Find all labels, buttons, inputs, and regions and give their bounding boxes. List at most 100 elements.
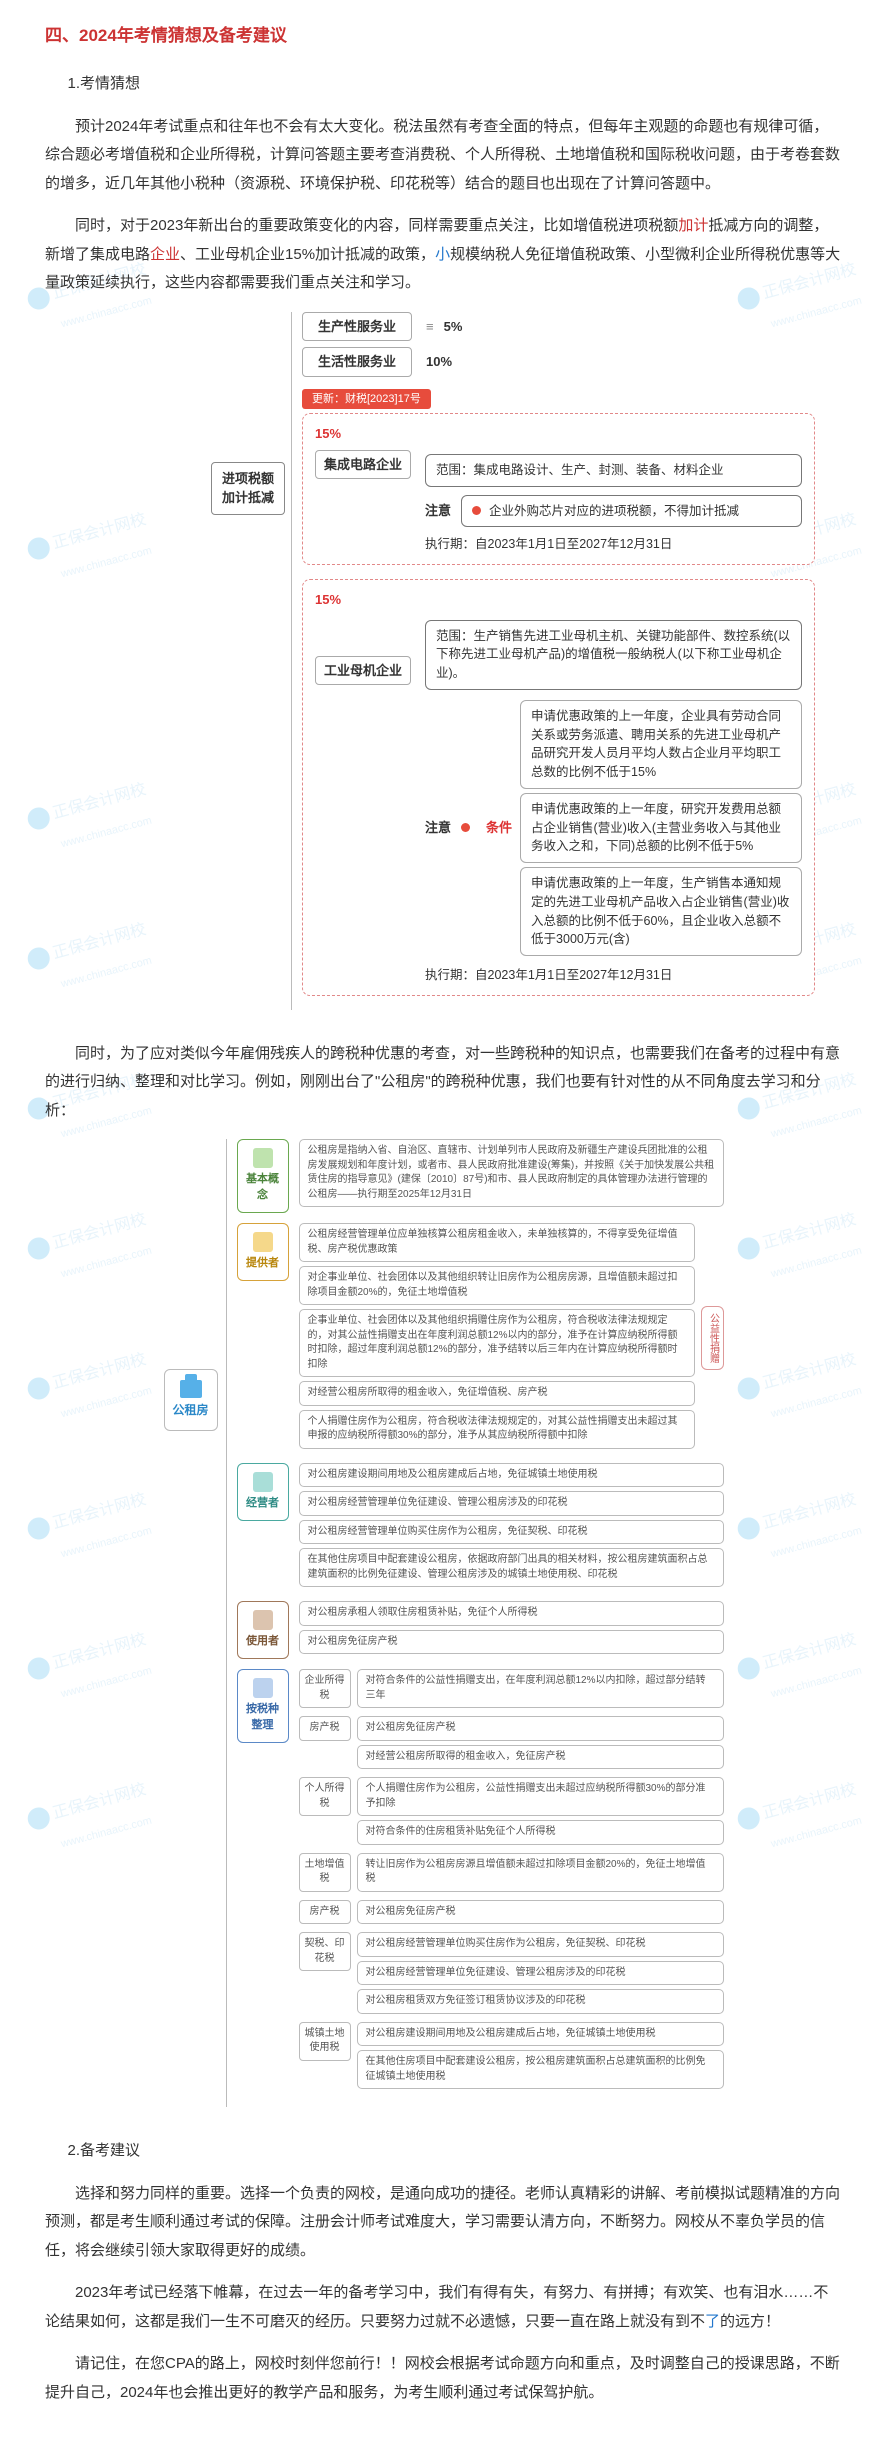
d2-box: 对公租房经营管理单位购买住房作为公租房，免征契税、印花税 [357, 1932, 724, 1957]
d2-box: 对公租房经营管理单位免征建设、管理公租房涉及的印花税 [357, 1961, 724, 1986]
d2-box: 对符合条件的住房租赁补贴免征个人所得税 [357, 1820, 724, 1845]
d1-block2-label: 工业母机企业 [315, 656, 411, 686]
d2-sub-body: 对公租房免征房产税 [357, 1900, 724, 1929]
d2-sub-label: 房产税 [299, 1716, 351, 1741]
d2-box: 企事业单位、社会团体以及其他组织捐赠住房作为公租房，符合税收法律法规规定的，对其… [299, 1309, 696, 1377]
d2-branch-label: 基本概念 [237, 1139, 289, 1213]
d1-block2-note-label: 注意 [425, 818, 451, 838]
d2-sub-label: 个人所得税 [299, 1777, 351, 1816]
d2-box: 对公租房承租人领取住房租赁补贴，免征个人所得税 [299, 1601, 724, 1626]
d2-sub: 城镇土地使用税对公租房建设期间用地及公租房建成后占地，免征城镇土地使用税在其他住… [299, 2022, 724, 2094]
d2-sub-label: 契税、印花税 [299, 1932, 351, 1971]
d2-box: 对公租房建设期间用地及公租房建成后占地，免征城镇土地使用税 [299, 1463, 724, 1488]
d1-block1-period: 执行期：自2023年1月1日至2027年12月31日 [425, 535, 802, 554]
d2-sub: 房产税对公租房免征房产税 [299, 1900, 724, 1929]
d2-sub: 个人所得税个人捐赠住房作为公租房，公益性捐赠支出未超过应纳税所得额30%的部分准… [299, 1777, 724, 1849]
branch-icon [253, 1678, 273, 1698]
para2-a: 同时，对于2023年新出台的重要政策变化的内容，同样需要重点关注，比如增值税进项… [75, 217, 678, 234]
para2-hl3: 小 [435, 246, 450, 263]
d1-block2-cond-item: 申请优惠政策的上一年度，生产销售本通知规定的先进工业母机产品收入占企业销售(营业… [520, 867, 802, 956]
d2-sub: 契税、印花税对公租房经营管理单位购买住房作为公租房，免征契税、印花税对公租房经营… [299, 1932, 724, 2018]
d1-block1-scope: 范围：集成电路设计、生产、封测、装备、材料企业 [425, 454, 802, 487]
cond-dot-icon [461, 823, 470, 832]
d2-branch-bytax: 按税种整理企业所得税对符合条件的公益性捐赠支出，在年度利润总额12%以内扣除，超… [237, 1669, 724, 2097]
d2-box: 在其他住房项目中配套建设公租房，按公租房建筑面积占总建筑面积的比例免征城镇土地使… [357, 2050, 724, 2089]
d2-root: 公租房 [164, 1369, 218, 1430]
para-6: 请记住，在您CPA的路上，网校时刻伴您前行！！网校会根据考试命题方向和重点，及时… [45, 2350, 842, 2407]
d2-box: 公租房是指纳入省、自治区、直辖市、计划单列市人民政府及新疆生产建设兵团批准的公租… [299, 1139, 724, 1207]
para-5: 2023年考试已经落下帷幕，在过去一年的备考学习中，我们有得有失，有努力、有拼搏… [45, 2279, 842, 2336]
d2-branch-body: 企业所得税对符合条件的公益性捐赠支出，在年度利润总额12%以内扣除，超过部分结转… [299, 1669, 724, 2097]
d2-sub-body: 对公租房经营管理单位购买住房作为公租房，免征契税、印花税对公租房经营管理单位免征… [357, 1932, 724, 2018]
branch-icon [253, 1472, 273, 1492]
d2-sub-body: 对符合条件的公益性捐赠支出，在年度利润总额12%以内扣除，超过部分结转三年 [357, 1669, 724, 1712]
d2-box: 对符合条件的公益性捐赠支出，在年度利润总额12%以内扣除，超过部分结转三年 [357, 1669, 724, 1708]
d1-block2-pct: 15% [315, 590, 802, 610]
d2-sub: 房产税对公租房免征房产税对经营公租房所取得的租金收入，免征房产税 [299, 1716, 724, 1773]
d2-root-label: 公租房 [173, 1403, 209, 1417]
para5-b: 的远方！ [720, 2313, 780, 2330]
sub1-title: 1.考情猜想 [45, 70, 842, 99]
diagram-1: 进项税额 加计抵减 生产性服务业 ≡ 5% 生活性服务业 10% 更新：财税[2… [185, 312, 815, 1010]
d2-branch-basic: 基本概念公租房是指纳入省、自治区、直辖市、计划单列市人民政府及新疆生产建设兵团批… [237, 1139, 724, 1213]
d2-branch-label: 使用者 [237, 1601, 289, 1659]
house-icon [180, 1380, 202, 1398]
d1-block1: 15% 集成电路企业 范围：集成电路设计、生产、封测、装备、材料企业 注意 企业… [302, 413, 815, 565]
d2-box: 对公租房免征房产税 [357, 1900, 724, 1925]
d2-sub-body: 转让旧房作为公租房房源且增值额未超过扣除项目金额20%的，免征土地增值税 [357, 1853, 724, 1896]
d1-block1-note-label: 注意 [425, 501, 451, 521]
warn-dot-icon [472, 506, 481, 515]
d2-box: 对企事业单位、社会团体以及其他组织转让旧房作为公租房房源，且增值额未超过扣除项目… [299, 1266, 696, 1305]
d2-box: 公租房经营管理单位应单独核算公租房租金收入，未单独核算的，不得享受免征增值税、房… [299, 1223, 696, 1262]
d2-branch-body: 对公租房建设期间用地及公租房建成后占地，免征城镇土地使用税对公租房经营管理单位免… [299, 1463, 724, 1592]
d1-block1-pct: 15% [315, 424, 802, 444]
d1-block2: 15% 工业母机企业 范围：生产销售先进工业母机主机、关键功能部件、数控系统(以… [302, 579, 815, 996]
d1-block1-warn: 企业外购芯片对应的进项税额，不得加计抵减 [489, 502, 739, 521]
d2-side-tag: 公益性捐赠 [701, 1306, 724, 1370]
d2-box: 对公租房免征房产税 [357, 1716, 724, 1741]
d2-box: 转让旧房作为公租房房源且增值额未超过扣除项目金额20%的，免征土地增值税 [357, 1853, 724, 1892]
d2-box: 对经营公租房所取得的租金收入，免征增值税、房产税 [299, 1381, 696, 1406]
branch-icon [253, 1610, 273, 1630]
d2-branch-operator: 经营者对公租房建设期间用地及公租房建成后占地，免征城镇土地使用税对公租房经营管理… [237, 1463, 724, 1592]
para2-hl2: 企业 [150, 246, 180, 263]
d1-block2-cond-label: 条件 [486, 818, 512, 838]
d1-block2-cond-item: 申请优惠政策的上一年度，企业具有劳动合同关系或劳务派遣、聘用关系的先进工业母机产… [520, 700, 802, 789]
para-4: 选择和努力同样的重要。选择一个负责的网校，是通向成功的捷径。老师认真精彩的讲解、… [45, 2180, 842, 2266]
section-title: 四、2024年考情猜想及备考建议 [45, 20, 842, 52]
d2-sub-body: 对公租房免征房产税对经营公租房所取得的租金收入，免征房产税 [357, 1716, 724, 1773]
para5-hl: 了 [705, 2313, 720, 2330]
d2-sub: 土地增值税转让旧房作为公租房房源且增值额未超过扣除项目金额20%的，免征土地增值… [299, 1853, 724, 1896]
d2-sub: 企业所得税对符合条件的公益性捐赠支出，在年度利润总额12%以内扣除，超过部分结转… [299, 1669, 724, 1712]
d2-sub-label: 企业所得税 [299, 1669, 351, 1708]
d1-update-tag: 更新：财税[2023]17号 [302, 389, 431, 410]
d2-box: 对公租房免征房产税 [299, 1630, 724, 1655]
d1-row-a-pct: 5% [444, 317, 463, 337]
d2-branch-supplier: 提供者公租房经营管理单位应单独核算公租房租金收入，未单独核算的，不得享受免征增值… [237, 1223, 724, 1453]
d2-branch-label: 经营者 [237, 1463, 289, 1521]
d1-block2-scope: 范围：生产销售先进工业母机主机、关键功能部件、数控系统(以下称先进工业母机产品)… [425, 620, 802, 690]
d2-branch-body: 公租房是指纳入省、自治区、直辖市、计划单列市人民政府及新疆生产建设兵团批准的公租… [299, 1139, 724, 1211]
d2-branch-body: 公租房经营管理单位应单独核算公租房租金收入，未单独核算的，不得享受免征增值税、房… [299, 1223, 696, 1453]
d2-box: 个人捐赠住房作为公租房，符合税收法律法规规定的，对其公益性捐赠支出未超过其申报的… [299, 1410, 696, 1449]
para-2: 同时，对于2023年新出台的重要政策变化的内容，同样需要重点关注，比如增值税进项… [45, 212, 842, 298]
d1-row-b-label: 生活性服务业 [302, 347, 412, 377]
diagram-2: 公租房 基本概念公租房是指纳入省、自治区、直辖市、计划单列市人民政府及新疆生产建… [164, 1139, 724, 2107]
d2-box: 对公租房租赁双方免征签订租赁协议涉及的印花税 [357, 1989, 724, 2014]
d2-sub-body: 对公租房建设期间用地及公租房建成后占地，免征城镇土地使用税在其他住房项目中配套建… [357, 2022, 724, 2094]
para2-hl1: 加计 [678, 217, 708, 234]
d2-branch-user: 使用者对公租房承租人领取住房租赁补贴，免征个人所得税对公租房免征房产税 [237, 1601, 724, 1659]
d2-box: 对公租房经营管理单位购买住房作为公租房，免征契税、印花税 [299, 1520, 724, 1545]
d1-block1-label: 集成电路企业 [315, 450, 411, 480]
para-1: 预计2024年考试重点和往年也不会有太大变化。税法虽然有考查全面的特点，但每年主… [45, 113, 842, 199]
d1-block2-cond-item: 申请优惠政策的上一年度，研究开发费用总额占企业销售(营业)收入(主营业务收入与其… [520, 793, 802, 863]
d2-branch-label: 按税种整理 [237, 1669, 289, 1743]
d2-sub-label: 城镇土地使用税 [299, 2022, 351, 2061]
d2-box: 对公租房建设期间用地及公租房建成后占地，免征城镇土地使用税 [357, 2022, 724, 2047]
d2-box: 对经营公租房所取得的租金收入，免征房产税 [357, 1745, 724, 1770]
d1-row-b-pct: 10% [426, 352, 452, 372]
d2-box: 在其他住房项目中配套建设公租房，依据政府部门出具的相关材料，按公租房建筑面积占总… [299, 1548, 724, 1587]
d2-sub-body: 个人捐赠住房作为公租房，公益性捐赠支出未超过应纳税所得额30%的部分准予扣除对符… [357, 1777, 724, 1849]
sub2-title: 2.备考建议 [45, 2137, 842, 2166]
d2-sub-label: 房产税 [299, 1900, 351, 1925]
